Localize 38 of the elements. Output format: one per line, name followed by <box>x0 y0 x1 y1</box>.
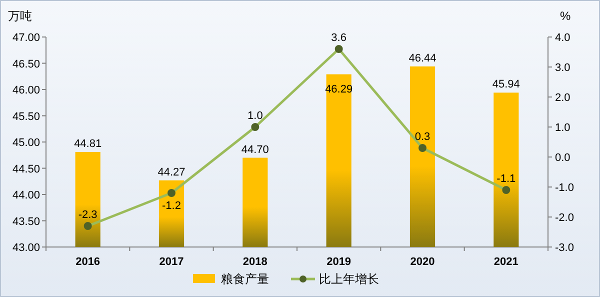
legend-label: 粮食产量 <box>221 272 269 286</box>
y2-tick-label: -2.0 <box>555 212 574 224</box>
y-tick-label: 44.50 <box>12 163 40 176</box>
data-label: -1.2 <box>162 200 181 212</box>
y-tick-label: 46.00 <box>12 84 40 96</box>
y-tick-label: 44.00 <box>12 190 40 202</box>
data-label: 44.81 <box>74 138 102 150</box>
data-label: -2.3 <box>78 209 98 221</box>
x-tick-label: 2017 <box>159 256 184 268</box>
y2-tick-label: 4.0 <box>555 32 570 44</box>
data-label: 45.94 <box>492 78 520 91</box>
data-label: 44.27 <box>158 166 186 178</box>
data-label: 3.6 <box>331 32 346 44</box>
y-tick-label: 43.50 <box>12 216 40 228</box>
y2-axis-title: % <box>560 9 571 23</box>
y-tick-label: 47.00 <box>12 32 40 44</box>
y2-tick-label: -1.0 <box>555 182 574 194</box>
data-label: 0.3 <box>414 131 430 143</box>
x-tick-label: 2016 <box>76 256 100 268</box>
data-label: 46.44 <box>408 52 436 64</box>
x-tick-label: 2021 <box>494 256 518 268</box>
data-label: 1.0 <box>248 110 263 122</box>
y2-tick-label: 0.0 <box>555 152 570 164</box>
data-label: 44.70 <box>241 144 269 156</box>
y-tick-label: 43.00 <box>12 242 40 254</box>
legend-label: 比上年增长 <box>319 272 379 286</box>
y-axis-title: 万吨 <box>8 9 32 23</box>
data-label: -1.1 <box>496 173 516 185</box>
x-tick-label: 2018 <box>242 256 268 268</box>
x-tick-label: 2019 <box>326 256 352 268</box>
y2-tick-label: 1.0 <box>555 122 570 134</box>
y2-tick-label: 3.0 <box>555 62 570 74</box>
y2-tick-label: -3.0 <box>555 242 574 254</box>
y2-tick-label: 2.0 <box>555 92 570 104</box>
x-tick-label: 2020 <box>410 256 435 268</box>
y-tick-label: 45.00 <box>12 137 40 149</box>
y-tick-label: 45.50 <box>12 110 40 123</box>
y-tick-label: 46.50 <box>12 58 40 70</box>
